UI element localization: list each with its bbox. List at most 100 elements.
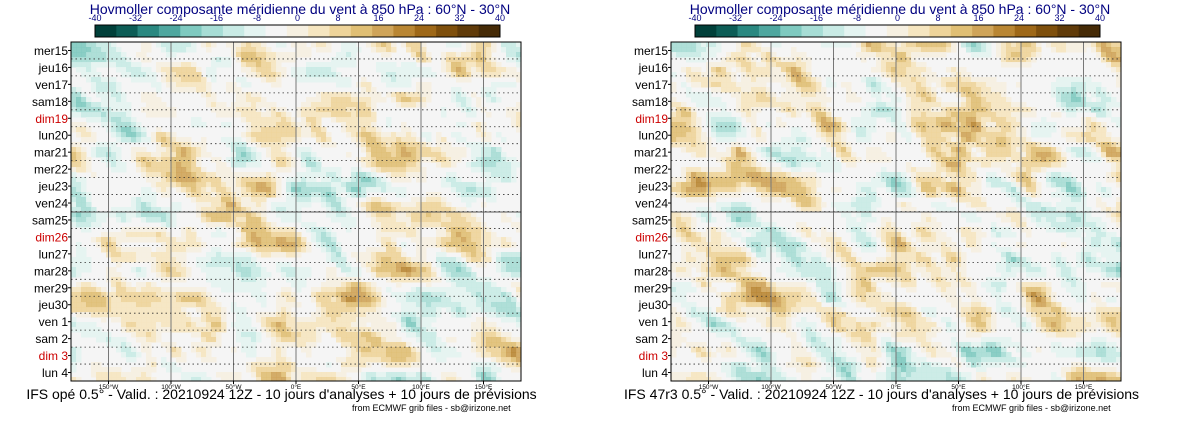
field-cell	[1101, 52, 1107, 58]
field-cell	[711, 67, 717, 73]
field-cell	[151, 337, 157, 343]
field-cell	[166, 42, 172, 48]
field-cell	[981, 77, 987, 83]
field-cell	[296, 132, 302, 138]
field-cell	[741, 82, 747, 88]
field-cell	[246, 97, 252, 103]
field-cell	[251, 367, 257, 373]
field-cell	[746, 77, 752, 83]
field-cell	[116, 277, 122, 283]
field-cell	[476, 57, 482, 63]
field-cell	[386, 352, 392, 358]
field-cell	[391, 312, 397, 318]
field-cell	[446, 297, 452, 303]
field-cell	[426, 377, 432, 381]
field-cell	[81, 217, 87, 223]
field-cell	[516, 117, 521, 123]
field-cell	[246, 157, 252, 163]
field-cell	[941, 102, 947, 108]
field-cell	[176, 252, 182, 258]
field-cell	[76, 157, 82, 163]
field-cell	[246, 267, 252, 273]
field-cell	[381, 377, 387, 381]
field-cell	[331, 282, 337, 288]
field-cell	[146, 67, 152, 73]
field-cell	[1076, 77, 1082, 83]
field-cell	[191, 287, 197, 293]
field-cell	[236, 57, 242, 63]
field-cell	[326, 267, 332, 273]
field-cell	[371, 287, 377, 293]
field-cell	[216, 277, 222, 283]
field-cell	[1116, 102, 1121, 108]
field-cell	[461, 52, 467, 58]
field-cell	[381, 97, 387, 103]
field-cell	[86, 42, 92, 48]
field-cell	[881, 82, 887, 88]
field-cell	[76, 167, 82, 173]
field-cell	[796, 92, 802, 98]
field-cell	[366, 97, 372, 103]
field-cell	[71, 257, 77, 263]
field-cell	[1001, 52, 1007, 58]
field-cell	[1026, 62, 1032, 68]
field-cell	[376, 157, 382, 163]
field-cell	[881, 62, 887, 68]
field-cell	[166, 207, 172, 213]
field-cell	[241, 237, 247, 243]
field-cell	[151, 77, 157, 83]
field-cell	[171, 77, 177, 83]
field-cell	[176, 187, 182, 193]
field-cell	[266, 107, 272, 113]
field-cell	[736, 82, 742, 88]
field-cell	[771, 92, 777, 98]
field-cell	[401, 127, 407, 133]
field-cell	[386, 142, 392, 148]
field-cell	[76, 217, 82, 223]
field-cell	[451, 152, 457, 158]
field-cell	[136, 77, 142, 83]
field-cell	[806, 92, 812, 98]
field-cell	[256, 237, 262, 243]
field-cell	[361, 87, 367, 93]
field-cell	[306, 317, 312, 323]
field-cell	[371, 282, 377, 288]
field-cell	[361, 187, 367, 193]
field-cell	[241, 287, 247, 293]
field-cell	[251, 182, 257, 188]
field-cell	[416, 162, 422, 168]
field-cell	[511, 252, 517, 258]
field-cell	[381, 222, 387, 228]
field-cell	[921, 87, 927, 93]
field-cell	[671, 87, 677, 93]
field-cell	[336, 302, 342, 308]
field-cell	[476, 377, 482, 381]
field-cell	[421, 302, 427, 308]
field-cell	[421, 57, 427, 63]
field-cell	[201, 262, 207, 268]
field-cell	[931, 97, 937, 103]
field-cell	[76, 42, 82, 48]
field-cell	[91, 282, 97, 288]
field-cell	[446, 267, 452, 273]
field-cell	[266, 102, 272, 108]
field-cell	[151, 312, 157, 318]
field-cell	[331, 92, 337, 98]
field-cell	[76, 142, 82, 148]
field-cell	[281, 302, 287, 308]
field-cell	[301, 157, 307, 163]
field-cell	[211, 42, 217, 48]
field-cell	[456, 52, 462, 58]
field-cell	[981, 82, 987, 88]
field-cell	[341, 212, 347, 218]
field-cell	[1016, 42, 1022, 48]
field-cell	[116, 377, 122, 381]
field-cell	[116, 292, 122, 298]
field-cell	[371, 302, 377, 308]
field-cell	[246, 367, 252, 373]
field-cell	[256, 367, 262, 373]
field-cell	[176, 77, 182, 83]
field-cell	[456, 242, 462, 248]
field-cell	[301, 127, 307, 133]
field-cell	[71, 262, 77, 268]
